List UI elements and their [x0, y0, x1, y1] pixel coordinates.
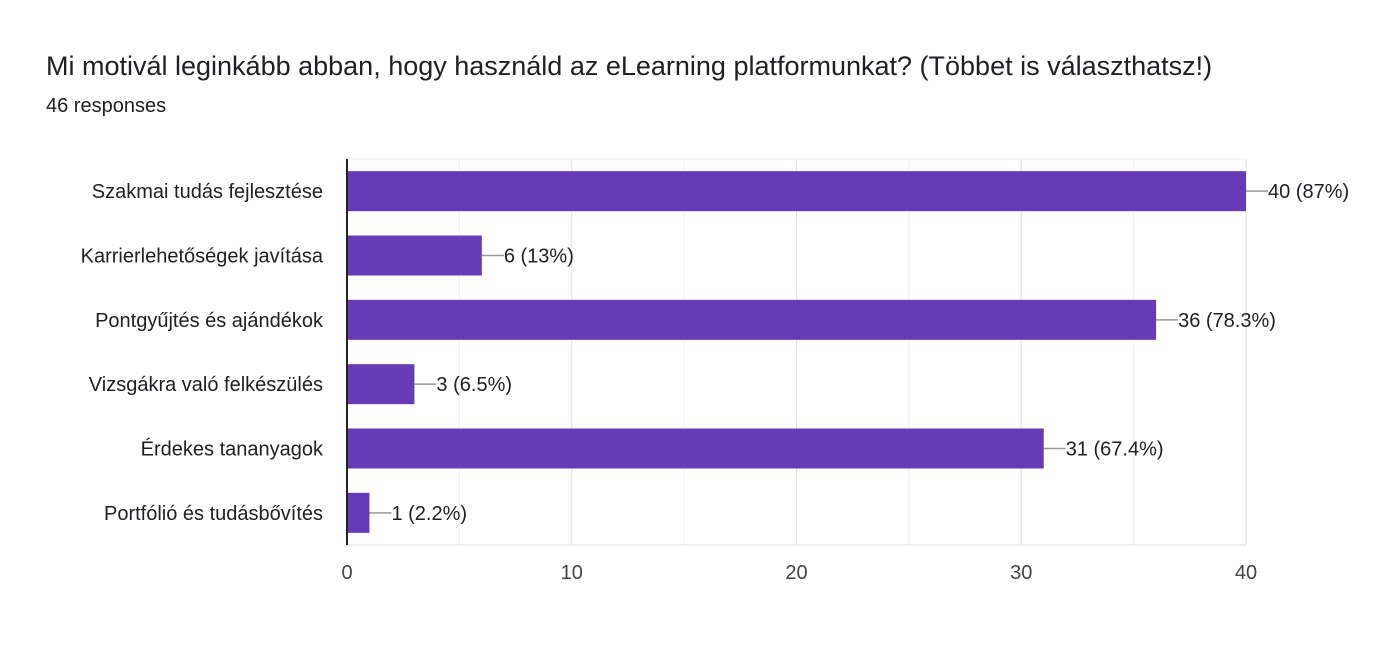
labels: Szakmai tudás fejlesztése 40 (87%) Karrier…: [81, 181, 1350, 525]
data-label: 31 (67.4%): [1066, 439, 1164, 461]
category-label: Karrierlehetőségek javítása: [81, 246, 324, 268]
bar: [347, 428, 1044, 469]
response-count: 46 responses: [46, 95, 167, 117]
x-tick-label: 0: [341, 562, 352, 584]
data-label: 36 (78.3%): [1178, 310, 1276, 332]
grid-lines: [346, 158, 1247, 546]
category-label: Vizsgákra való felkészülés: [89, 374, 323, 396]
bar: [347, 364, 415, 405]
category-label: Portfólió és tudásbővítés: [104, 503, 323, 525]
x-tick-label: 40: [1235, 562, 1257, 584]
bar: [347, 235, 482, 276]
bar: [347, 171, 1246, 212]
data-label: 6 (13%): [504, 246, 574, 268]
category-label: Szakmai tudás fejlesztése: [92, 181, 323, 203]
chart-title: Mi motivál leginkább abban, hogy használ…: [46, 51, 1213, 81]
category-label: Pontgyűjtés és ajándékok: [95, 310, 324, 332]
axes: 0 10 20 30 40: [341, 159, 1257, 584]
data-label: 1 (2.2%): [391, 503, 467, 525]
data-label: 3 (6.5%): [436, 374, 512, 396]
bar: [347, 492, 370, 533]
bar: [347, 299, 1157, 340]
x-tick-label: 30: [1010, 562, 1032, 584]
bars: [347, 171, 1246, 533]
x-tick-label: 20: [785, 562, 807, 584]
category-label: Érdekes tananyagok: [141, 438, 324, 461]
x-tick-label: 10: [561, 562, 583, 584]
data-label: 40 (87%): [1268, 181, 1349, 203]
